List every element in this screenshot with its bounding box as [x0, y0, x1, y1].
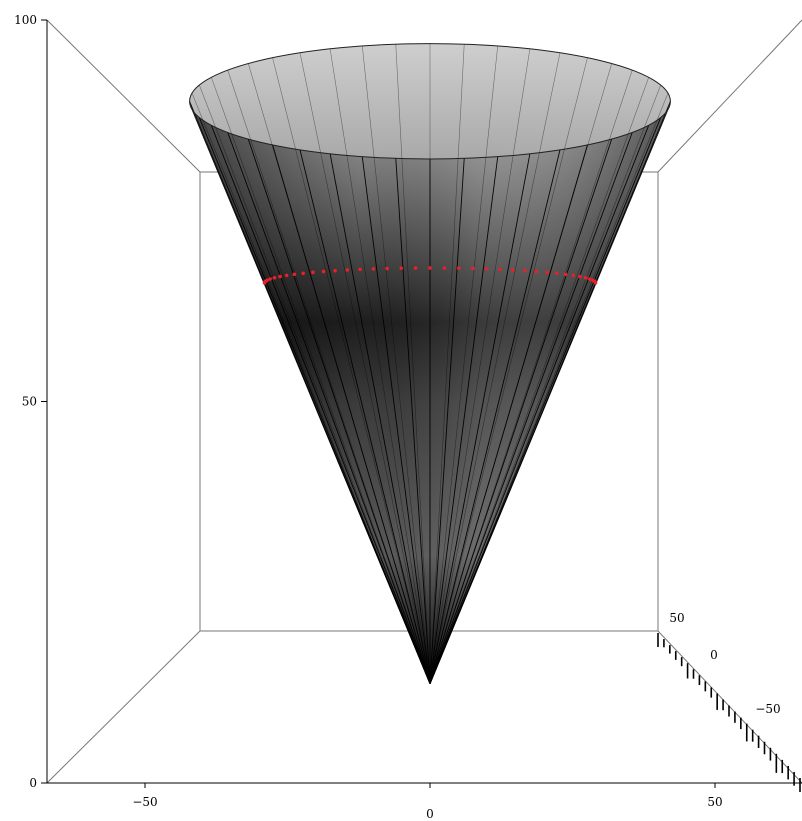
cone-meridian [227, 132, 431, 684]
marked-circle-dot [284, 273, 289, 278]
marked-circle-dot [371, 267, 376, 271]
cone-top-opening [189, 43, 671, 160]
cone-meridian [429, 70, 633, 684]
cone-meridian [247, 138, 431, 684]
cone-meridian [429, 92, 669, 684]
vertical-tick-label: 50 [22, 395, 37, 409]
marked-circle-dot [413, 266, 418, 270]
cone-meridian [189, 101, 431, 684]
box-edge [657, 630, 802, 784]
cone-meridian [429, 48, 531, 684]
marked-circle-dot [578, 274, 582, 279]
cone-meridian [429, 153, 531, 684]
marked-circle-dot [292, 272, 297, 277]
cone-meridian [429, 144, 588, 684]
cone-meridian [299, 52, 431, 684]
cone-meridian [361, 156, 431, 684]
marked-circle-dot [311, 270, 315, 275]
axes: 0 50 100 −50 0 50 50 0 −50 [14, 13, 801, 821]
marked-circle-dot [593, 281, 598, 285]
cone-meridian [199, 84, 431, 684]
depth-tick-label: 50 [669, 611, 684, 625]
marked-circle [262, 266, 598, 285]
marked-circle-dot [333, 268, 337, 273]
marked-circle-dot [498, 267, 502, 272]
marked-circle-dot [272, 275, 277, 280]
cone-meridian [429, 117, 662, 684]
cone-meridian [429, 84, 661, 684]
cone-meridian [429, 156, 499, 684]
box-edge [46, 19, 201, 173]
cone-meridian [429, 125, 650, 684]
cone-meridian [272, 144, 431, 684]
marked-circle-dot [265, 278, 269, 283]
cone-meridian [211, 77, 431, 684]
marked-circle-dot [268, 277, 272, 281]
cone-top-rim [189, 43, 671, 160]
marked-circle-dot [278, 274, 282, 279]
cone-meridian [429, 77, 649, 684]
horizontal-tick-label: 0 [426, 807, 434, 821]
marked-circle-dot [385, 266, 389, 271]
marked-circle-dot [471, 266, 475, 271]
cone-meridian [210, 125, 431, 684]
cone-meridian [191, 92, 431, 684]
cone-meridian [429, 132, 633, 684]
cone-meridian [429, 63, 612, 684]
marked-circle-dot [523, 268, 527, 273]
marked-circle-dot [345, 268, 350, 272]
depth-tick-label: 0 [710, 648, 718, 662]
cone-meridian [429, 138, 613, 684]
cone-meridian [198, 117, 431, 684]
marked-circle-dot [563, 272, 568, 277]
cone-meridian [429, 109, 669, 684]
marked-circle-dot [442, 266, 447, 270]
cone-meridian [429, 158, 465, 684]
marked-circle-dot [301, 271, 306, 276]
marked-circle-dot [571, 273, 576, 278]
vertical-tick-label: 0 [29, 776, 37, 790]
cone-meridian [361, 45, 431, 684]
marked-circle-dot [510, 268, 515, 272]
cone-meridian [227, 70, 431, 684]
marked-circle-dot [545, 270, 549, 275]
horizontal-tick-label: 50 [707, 795, 722, 809]
cone-meridian [429, 149, 561, 684]
marked-circle-dot [358, 267, 362, 272]
depth-tick-label: −50 [755, 702, 780, 716]
cone-meridian [429, 45, 499, 684]
marked-circle-dot [534, 269, 539, 274]
box-edge [657, 19, 802, 173]
vertical-tick-label: 100 [14, 13, 37, 27]
cone-meridian [272, 57, 431, 684]
horizontal-tick-label: −50 [132, 795, 157, 809]
cone-meridian [429, 44, 465, 684]
marked-circle-dot [456, 266, 461, 270]
cone-meridian [299, 149, 431, 684]
cone-meridian [395, 44, 431, 684]
cone-meridian [329, 153, 431, 684]
box-edge [46, 630, 201, 784]
cone-meridian [429, 57, 588, 684]
marked-circle-dot [484, 267, 489, 271]
marked-circle-dot [428, 266, 432, 270]
marked-circle-dot [321, 269, 326, 274]
marked-circle-dot [588, 277, 592, 281]
cone-meridian [395, 158, 431, 684]
cone-surface [189, 43, 671, 684]
cone-meridian [248, 63, 431, 684]
marked-circle-dot [554, 271, 559, 276]
cone-meridian [429, 52, 561, 684]
cone-meridian [329, 48, 431, 684]
marked-circle-dot [583, 275, 588, 280]
marked-circle-dot [399, 266, 404, 270]
